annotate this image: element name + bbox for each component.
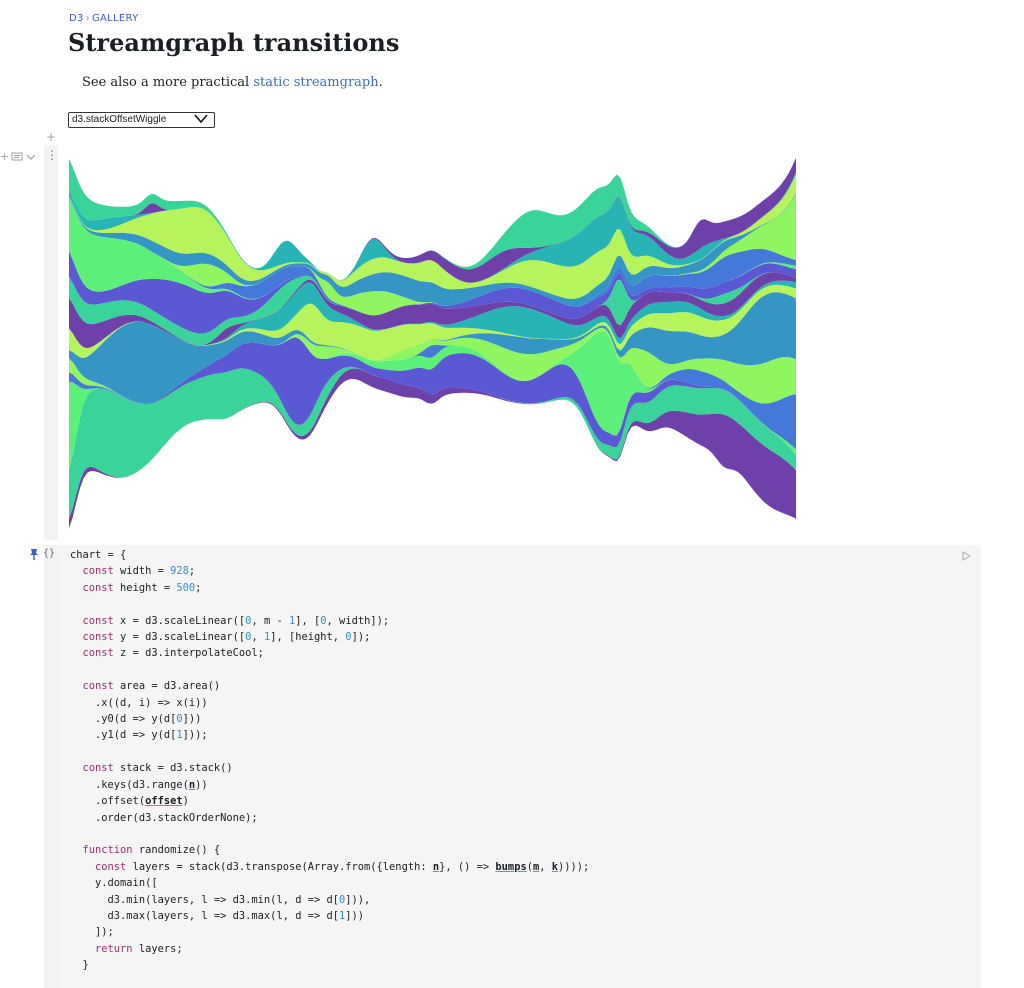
code-line: const area = d3.area() (82, 680, 221, 693)
stream-layer (69, 197, 796, 316)
breadcrumb: D3 › GALLERY (69, 13, 139, 24)
add-cell-plus-icon[interactable]: + (46, 130, 57, 144)
code-line: const width = 928; (82, 565, 196, 578)
stream-layer (69, 366, 796, 519)
stream-layer (69, 193, 796, 307)
code-line: .x((d, i) => x(i)) (95, 696, 208, 709)
code-line: .y0(d => y(d[0])) (70, 713, 202, 726)
stream-layer (69, 174, 796, 299)
offset-select[interactable]: d3.stackOffsetWiggle (68, 112, 215, 128)
cell-tools: + (0, 150, 37, 163)
stream-layer (69, 158, 796, 281)
subtitle-text: See also a more practical (82, 75, 254, 90)
code-line: const x = d3.scaleLinear([0, m - 1], [0,… (82, 614, 390, 627)
chevron-down-icon[interactable] (25, 152, 37, 162)
code-line: .keys(d3.range(n)) (70, 778, 208, 791)
stream-layer (69, 284, 796, 360)
stream-layer (69, 251, 796, 334)
code-line: const height = 500; (82, 581, 202, 594)
breadcrumb-root-link[interactable]: D3 (69, 13, 84, 24)
code-line: d3.min(layers, l => d3.min(l, d => d[0])… (70, 893, 371, 906)
code-line: chart = { (70, 549, 127, 561)
offset-select-value: d3.stackOffsetWiggle (72, 114, 167, 125)
code-line: function randomize() { (82, 844, 221, 857)
chart-cell-gutter[interactable] (44, 145, 58, 540)
code-line: .y1(d => y(d[1])); (70, 729, 208, 742)
code-cell[interactable] (58, 545, 981, 988)
stream-layer (69, 292, 796, 404)
static-streamgraph-link[interactable]: static streamgraph (253, 75, 379, 90)
page-title: Streamgraph transitions (68, 28, 400, 57)
pin-icon[interactable] (29, 548, 39, 560)
stream-layer (69, 368, 796, 528)
stream-layer (69, 327, 796, 404)
add-cell-icon[interactable]: + (0, 150, 10, 163)
stream-layer (69, 272, 796, 349)
streamgraph-chart (69, 158, 796, 528)
code-line: const stack = d3.stack() (82, 762, 233, 775)
code-line: const z = d3.interpolateCool; (82, 647, 264, 660)
breadcrumb-section-link[interactable]: GALLERY (91, 13, 139, 24)
stream-layer (69, 158, 796, 283)
stream-layer (69, 280, 796, 349)
code-line: y.domain([ (95, 877, 158, 890)
stream-layer (69, 331, 796, 450)
play-icon[interactable] (962, 551, 971, 561)
chevron-down-icon (194, 114, 208, 124)
code-line: d3.max(layers, l => d3.max(l, d => d[1])… (70, 909, 365, 922)
code-line: const y = d3.scaleLinear([0, 1], [height… (82, 631, 371, 644)
page-subtitle: See also a more practical static streamg… (82, 75, 383, 90)
code-editor[interactable]: chart = { const width = 928; const heigh… (70, 547, 589, 974)
code-line: } (82, 959, 89, 972)
code-line: const layers = stack(d3.transpose(Array.… (95, 860, 590, 873)
code-line: ]); (95, 926, 114, 939)
braces-icon[interactable]: {} (43, 548, 56, 559)
stream-layer (69, 337, 796, 470)
stream-layer (69, 272, 796, 346)
breadcrumb-separator: › (85, 13, 90, 24)
kebab-icon[interactable]: ⋮ (46, 148, 58, 162)
code-cell-gutter[interactable] (44, 545, 58, 988)
stream-layer (69, 331, 796, 470)
comment-icon[interactable] (11, 152, 23, 162)
code-line: .order(d3.stackOrderNone); (95, 811, 258, 824)
subtitle-end: . (378, 75, 383, 90)
code-line: return layers; (95, 942, 183, 955)
code-line: .offset(offset) (70, 795, 189, 808)
